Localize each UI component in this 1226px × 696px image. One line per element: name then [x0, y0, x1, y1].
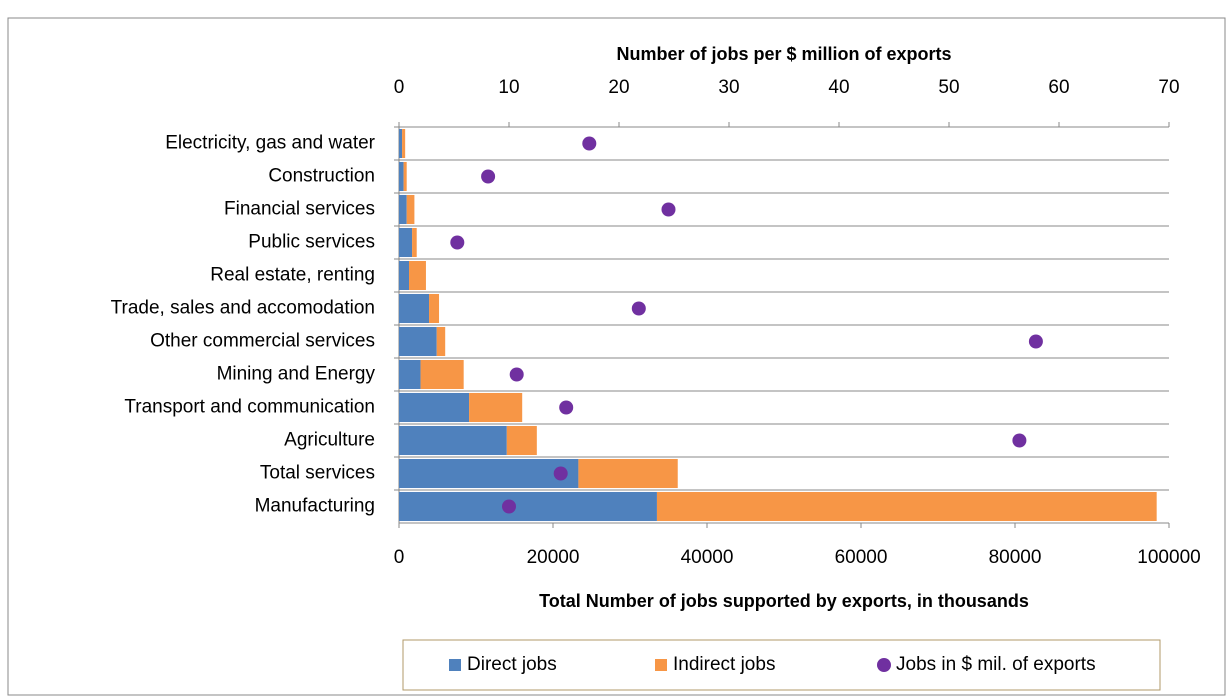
scatter-point — [509, 367, 524, 382]
bar — [578, 458, 678, 489]
x2-axis-title: Number of jobs per $ million of exports — [616, 44, 951, 64]
x2-tick-label: 70 — [1158, 77, 1179, 98]
y-tick-label: Agriculture — [284, 430, 375, 451]
legend-marker — [449, 659, 461, 671]
bar — [399, 161, 404, 192]
bar — [399, 326, 437, 357]
x2-tick-label: 20 — [608, 77, 629, 98]
x2-tick-label: 0 — [394, 77, 405, 98]
scatter-point — [502, 499, 516, 514]
y-tick-label: Mining and Energy — [217, 364, 376, 385]
legend-label: Indirect jobs — [673, 654, 775, 675]
x2-tick-label: 30 — [718, 77, 739, 98]
scatter-point — [553, 466, 568, 481]
y-tick-label: Manufacturing — [255, 496, 375, 517]
bar — [412, 227, 417, 258]
y-tick-label: Electricity, gas and water — [165, 133, 375, 154]
bar — [399, 128, 403, 159]
x-tick-label: 0 — [394, 547, 405, 568]
legend-marker — [655, 659, 667, 671]
scatter-point — [481, 169, 496, 184]
bar — [656, 491, 1157, 522]
x-tick-label: 100000 — [1137, 547, 1200, 568]
bar — [420, 359, 464, 390]
bar — [399, 260, 410, 291]
legend-box — [402, 639, 1161, 691]
x2-tick-label: 40 — [828, 77, 849, 98]
bar — [436, 326, 446, 357]
bar — [399, 227, 413, 258]
bar — [399, 293, 430, 324]
legend-marker — [877, 658, 891, 672]
chart-border — [7, 17, 1226, 696]
bar — [399, 458, 579, 489]
bar — [469, 392, 523, 423]
bar — [506, 425, 537, 456]
bar — [399, 359, 421, 390]
x-tick-label: 40000 — [681, 547, 734, 568]
x2-tick-label: 50 — [938, 77, 959, 98]
bar — [429, 293, 440, 324]
bar — [402, 128, 406, 159]
y-tick-label: Construction — [268, 166, 375, 187]
x-tick-label: 80000 — [989, 547, 1042, 568]
legend-label: Direct jobs — [467, 654, 557, 675]
x-tick-label: 60000 — [835, 547, 888, 568]
y-tick-label: Transport and communication — [124, 397, 375, 418]
x2-tick-label: 60 — [1048, 77, 1069, 98]
scatter-point — [1028, 334, 1043, 349]
y-tick-label: Total services — [260, 463, 375, 484]
bar — [399, 194, 407, 225]
y-tick-label: Financial services — [224, 199, 375, 220]
scatter-point — [450, 235, 465, 250]
bar — [399, 392, 470, 423]
scatter-point — [1012, 433, 1027, 448]
x2-tick-label: 10 — [498, 77, 519, 98]
x-tick-label: 20000 — [527, 547, 580, 568]
bar — [409, 260, 426, 291]
bar — [399, 425, 507, 456]
scatter-point — [631, 301, 646, 316]
scatter-point — [582, 136, 597, 151]
scatter-point — [661, 202, 676, 217]
bar — [406, 194, 415, 225]
x-axis-title: Total Number of jobs supported by export… — [539, 591, 1029, 611]
y-tick-label: Public services — [248, 232, 375, 253]
bar — [399, 491, 657, 522]
y-tick-label: Other commercial services — [150, 331, 375, 352]
y-tick-label: Real estate, renting — [210, 265, 375, 286]
legend-label: Jobs in $ mil. of exports — [896, 654, 1096, 675]
scatter-point — [559, 400, 574, 415]
y-tick-label: Trade, sales and accomodation — [111, 298, 375, 319]
bar — [403, 161, 407, 192]
